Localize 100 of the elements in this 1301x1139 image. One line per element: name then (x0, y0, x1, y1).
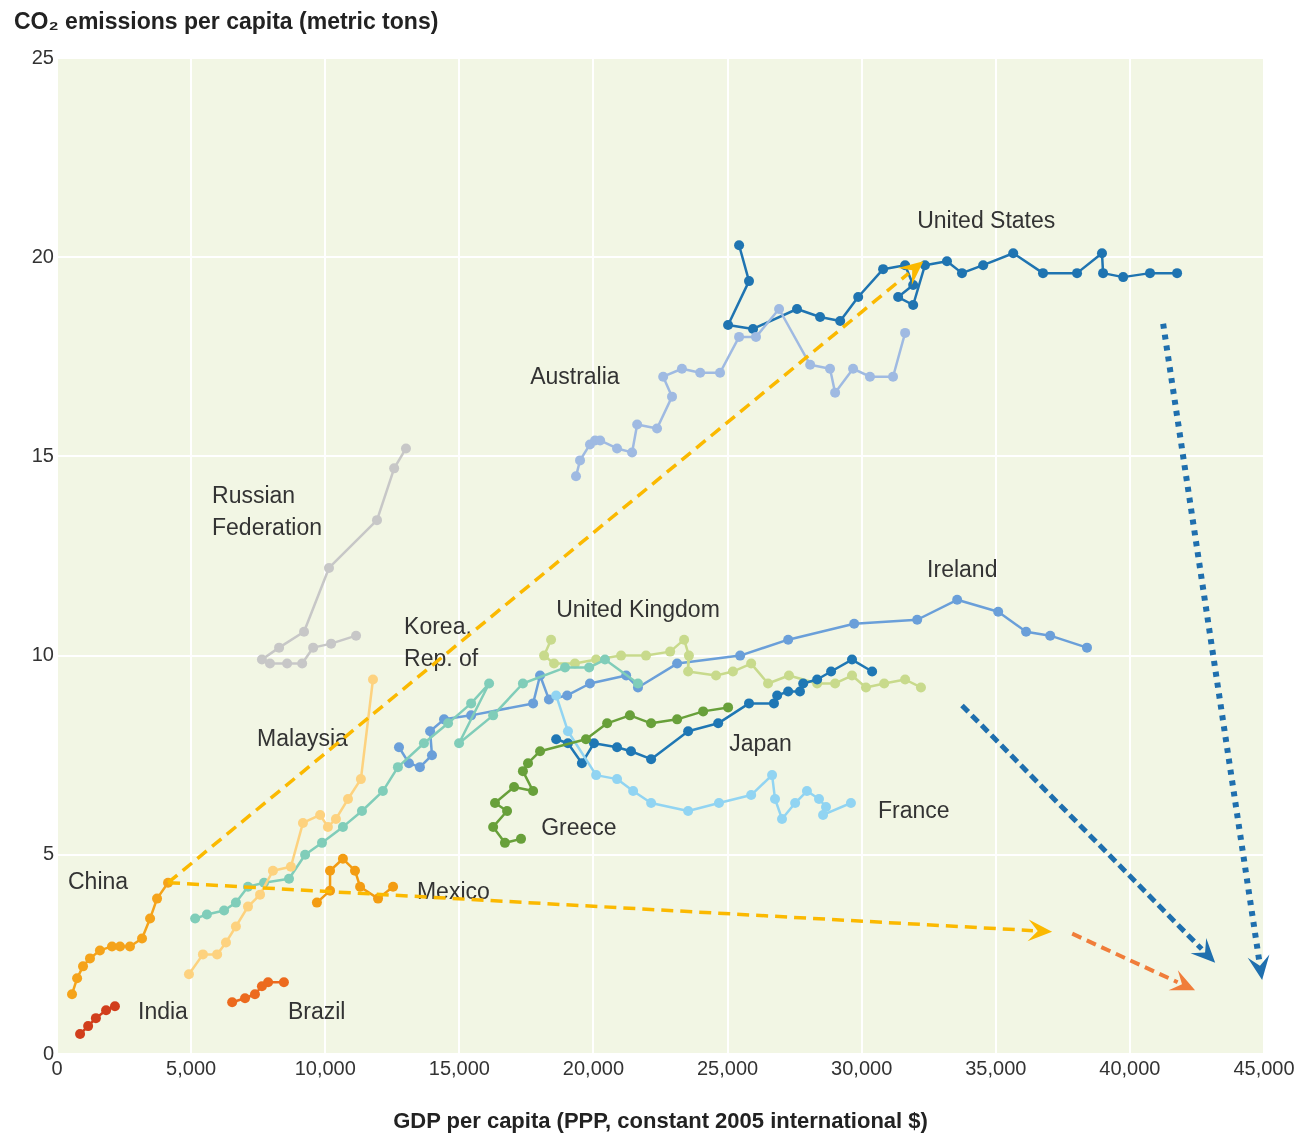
point (626, 746, 636, 757)
point (672, 714, 683, 725)
point (551, 734, 562, 745)
point (575, 455, 586, 466)
point (830, 678, 841, 689)
y-tick-label: 25 (31, 45, 54, 68)
point (227, 997, 238, 1008)
point (627, 447, 638, 458)
point (300, 849, 311, 860)
point (278, 977, 289, 988)
point (509, 782, 520, 793)
point (414, 762, 425, 773)
point (299, 626, 310, 637)
point (183, 969, 194, 980)
point (322, 821, 333, 832)
point (84, 953, 95, 964)
point (152, 893, 163, 904)
point (646, 798, 657, 809)
point (425, 726, 436, 737)
series-label: France (878, 796, 950, 823)
point (443, 718, 454, 729)
point (727, 666, 738, 677)
point (744, 698, 755, 709)
point (734, 331, 745, 342)
point (683, 650, 694, 661)
point (835, 315, 846, 326)
point (853, 292, 864, 303)
point (616, 650, 627, 661)
point (900, 327, 911, 338)
point (267, 865, 278, 876)
point (517, 678, 528, 689)
point (392, 762, 403, 773)
point (517, 766, 528, 777)
point (783, 634, 794, 645)
point (774, 303, 785, 314)
point (734, 240, 745, 251)
point (867, 666, 878, 677)
point (516, 833, 527, 844)
point (549, 658, 560, 669)
point (588, 738, 599, 749)
point (584, 678, 595, 689)
point (748, 323, 759, 334)
point (695, 367, 706, 378)
point (490, 798, 501, 809)
series-label: Korea, Rep. of (404, 612, 479, 671)
point (908, 280, 919, 291)
point (805, 359, 816, 370)
point (658, 371, 669, 382)
point (388, 881, 399, 892)
point (571, 471, 582, 482)
point (735, 650, 746, 661)
point (632, 678, 643, 689)
y-tick-label: 15 (31, 443, 54, 466)
point (337, 821, 348, 832)
point (242, 901, 253, 912)
x-tick-label: 25,000 (696, 1056, 759, 1079)
point (879, 678, 890, 689)
point (770, 794, 781, 805)
point (683, 666, 694, 677)
point (94, 945, 105, 956)
point (317, 837, 327, 848)
point (350, 865, 360, 876)
point (67, 989, 78, 1000)
point (488, 710, 499, 721)
series-label: Ireland (927, 556, 998, 583)
point (551, 690, 562, 701)
point (1072, 268, 1083, 279)
x-tick-label: 20,000 (562, 1056, 625, 1079)
point (978, 260, 989, 271)
point (801, 786, 812, 797)
point (297, 658, 308, 669)
point (711, 670, 722, 681)
point (847, 654, 858, 665)
point (628, 786, 639, 797)
y-tick-label: 10 (31, 643, 54, 666)
point (814, 794, 825, 805)
point (672, 658, 683, 669)
point (792, 303, 803, 314)
point (101, 1005, 112, 1016)
point (683, 726, 694, 737)
point (912, 614, 923, 625)
point (315, 809, 326, 820)
point (367, 674, 378, 685)
point (576, 758, 587, 769)
point (1098, 268, 1109, 279)
point (798, 678, 809, 689)
point (746, 790, 757, 801)
point (599, 654, 610, 665)
point (325, 865, 336, 876)
series-label: United States (917, 206, 1056, 233)
point (426, 750, 437, 761)
point (993, 606, 1004, 617)
point (624, 710, 635, 721)
point (878, 264, 889, 275)
point (612, 742, 623, 753)
point (641, 650, 652, 661)
point (783, 686, 794, 697)
point (768, 698, 779, 709)
point (220, 937, 231, 948)
point (502, 805, 513, 816)
